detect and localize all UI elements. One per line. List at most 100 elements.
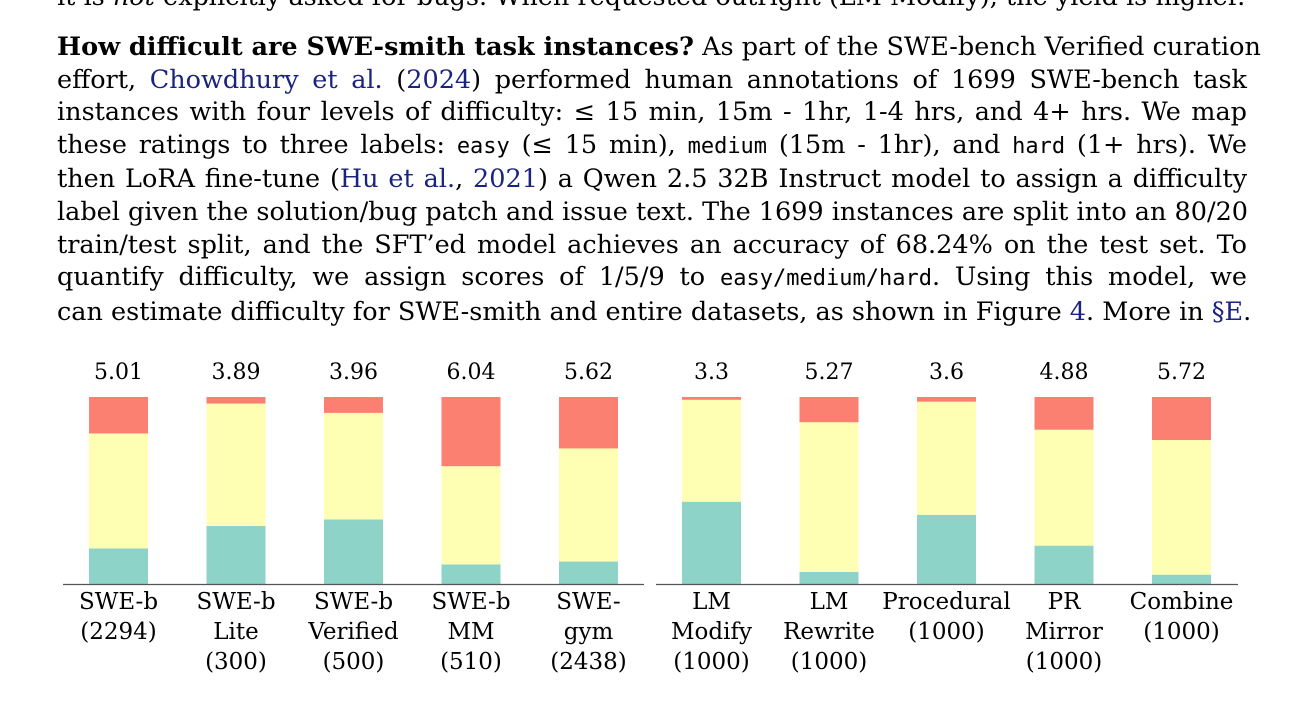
paragraph-line: then LoRA fine-tune (Hu et al., 2021) a …	[57, 163, 1247, 196]
x-tick-label: gym	[564, 619, 614, 645]
figure-ref-link[interactable]: 4	[1069, 296, 1087, 327]
x-tick-label: Rewrite	[783, 619, 875, 645]
difficulty-stacked-bar-chart: 5.01 SWE-b (2294) 3.89 SWE-b Lite (300) 3.96 SWE…	[63, 360, 1238, 675]
paragraph-heading: How difficult are SWE-smith task instanc…	[57, 32, 694, 62]
x-tick-label: (1000)	[673, 649, 749, 675]
x-tick-label: Lite	[213, 619, 258, 645]
x-tick-label: (2294)	[80, 619, 156, 645]
x-tick-label: LM	[692, 589, 731, 615]
x-tick-label: Combine	[1130, 589, 1234, 615]
bar-segment-medium	[1034, 429, 1094, 546]
difficulty-score-label: 5.72	[1157, 360, 1206, 385]
bar-segment-medium	[799, 422, 859, 572]
bar-segment-easy	[206, 526, 266, 584]
bar-segment-easy	[89, 548, 148, 584]
code-label-medium: medium	[687, 133, 768, 159]
difficulty-score-label: 4.88	[1040, 360, 1089, 385]
bar-segment-easy	[1034, 545, 1094, 584]
x-tick-label: (500)	[323, 649, 385, 675]
paragraph-line: How difficult are SWE-smith task instanc…	[57, 31, 1261, 64]
x-tick-label: (2438)	[550, 649, 626, 675]
paragraph-line: quantify difficulty, we assign scores of…	[57, 261, 1247, 296]
difficulty-paragraph: How difficult are SWE-smith task instanc…	[57, 31, 1261, 329]
text-fragment: ) a Qwen 2.5 32B Instruct model to assig…	[537, 164, 1247, 195]
bar-segment-easy	[799, 571, 859, 584]
bar-segment-medium	[1152, 440, 1211, 575]
x-tick-label: MM	[447, 619, 494, 645]
bar-segment-medium	[559, 448, 618, 562]
bar-segment-easy	[324, 519, 383, 584]
x-tick-label: (1000)	[1026, 649, 1102, 675]
bar-segment-medium	[441, 466, 501, 565]
bar-segment-easy	[559, 561, 618, 584]
x-tick-label: SWE-b	[79, 589, 158, 615]
x-tick-label: (300)	[205, 649, 267, 675]
x-tick-label: Procedural	[882, 589, 1010, 615]
text-fragment: ,	[455, 164, 474, 195]
bar-segment-hard	[441, 397, 501, 467]
bar-segment-medium	[682, 399, 741, 502]
bar-segment-hard	[917, 397, 976, 402]
x-tick-label: (510)	[440, 649, 502, 675]
text-fragment: (	[382, 64, 407, 95]
text-fragment: . Using this model, we	[931, 262, 1247, 293]
text-fragment: ) performed human annotations of 1699 SW…	[471, 64, 1247, 95]
text-fragment: As part of the SWE-bench Verified curati…	[693, 32, 1261, 62]
emphasis-text: not	[113, 0, 155, 12]
x-tick-label: (1000)	[791, 649, 867, 675]
bar-segment-hard	[206, 397, 266, 404]
x-tick-label: SWE-b	[431, 589, 510, 615]
bar-segment-medium	[206, 403, 266, 527]
text-fragment: .	[1243, 296, 1252, 327]
code-label-easy: easy	[456, 133, 510, 159]
bar-segment-medium	[324, 412, 383, 520]
citation-year-link[interactable]: 2024	[406, 64, 472, 95]
bar-segment-easy	[441, 564, 501, 584]
bar-segment-hard	[799, 397, 859, 423]
paragraph-line: instances with four levels of difficulty…	[57, 97, 1247, 128]
text-fragment: . More in	[1086, 296, 1212, 327]
bar-segment-easy	[682, 501, 741, 584]
section-ref-link[interactable]: §E	[1211, 296, 1244, 327]
previous-paragraph-tail: it is not explicitly asked for bugs. Whe…	[57, 0, 1247, 14]
text-fragment: can estimate difficulty for SWE-smith an…	[57, 296, 1070, 327]
paragraph-line: label given the solution/bug patch and i…	[57, 196, 1249, 227]
difficulty-score-label: 5.27	[805, 360, 854, 385]
text-fragment: then LoRA fine-tune (	[57, 164, 340, 195]
x-tick-label: LM	[810, 589, 849, 615]
x-tick-label: (1000)	[908, 619, 984, 645]
difficulty-score-label: 5.01	[94, 360, 143, 385]
bar-segment-hard	[1034, 397, 1094, 430]
x-tick-label: Modify	[671, 619, 752, 645]
citation-link[interactable]: Hu et al.	[339, 164, 456, 195]
paragraph-line: train/test split, and the SFT’ed model a…	[57, 229, 1247, 260]
text-fragment: (15m - 1hr), and	[767, 129, 1013, 160]
bar-segment-hard	[682, 397, 741, 400]
paragraph-line: these ratings to three labels: easy (≤ 1…	[57, 129, 1247, 164]
bar-segment-medium	[89, 433, 148, 549]
x-tick-label: SWE-	[556, 589, 620, 615]
text-fragment: (≤ 15 min),	[509, 129, 688, 160]
bar-segment-medium	[917, 401, 976, 515]
difficulty-score-label: 3.89	[212, 360, 261, 385]
paragraph-line: effort, Chowdhury et al. (2024) performe…	[57, 64, 1247, 97]
x-tick-label: Verified	[307, 619, 398, 645]
paragraph-line: can estimate difficulty for SWE-smith an…	[57, 296, 1251, 329]
bar-segment-hard	[559, 397, 618, 449]
bar-segment-hard	[89, 397, 148, 434]
code-score-labels: easy/medium/hard	[720, 266, 932, 292]
x-tick-label: Mirror	[1025, 619, 1103, 645]
x-tick-label: PR	[1048, 589, 1081, 615]
difficulty-score-label: 3.3	[694, 360, 729, 385]
difficulty-score-label: 5.62	[564, 360, 613, 385]
citation-year-link[interactable]: 2021	[473, 164, 538, 195]
text-fragment: (1+ hrs). We	[1065, 129, 1247, 160]
text-fragment: effort,	[57, 64, 150, 95]
bar-segment-easy	[1152, 574, 1211, 584]
text-fragment: it is	[57, 0, 113, 12]
citation-link[interactable]: Chowdhury et al.	[149, 64, 383, 95]
bar-segment-hard	[1152, 397, 1211, 441]
difficulty-score-label: 3.6	[929, 360, 964, 385]
text-fragment: quantify difficulty, we assign scores of…	[57, 262, 721, 293]
x-tick-label: SWE-b	[314, 589, 393, 615]
